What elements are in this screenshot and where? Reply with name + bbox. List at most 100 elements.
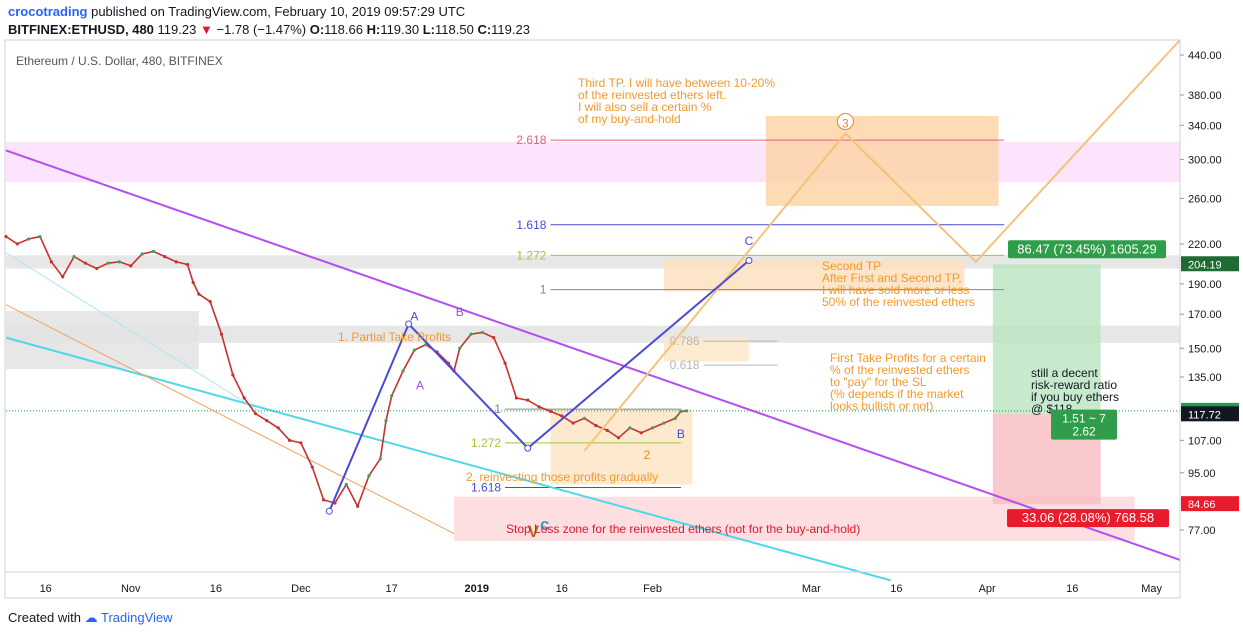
- price-point: [242, 396, 246, 400]
- annotation-text: of the reinvested ethers left.: [578, 88, 726, 102]
- price-point: [106, 261, 110, 265]
- bullish-projection-path: [583, 39, 1181, 452]
- x-tick-label: 16: [890, 583, 902, 595]
- annotation-text: I will also sell a certain %: [578, 100, 712, 114]
- price-point: [560, 414, 564, 418]
- abc-point: [524, 444, 532, 452]
- fib-level-label: 1.618: [516, 218, 546, 232]
- price-point: [344, 482, 348, 487]
- price-point: [129, 264, 133, 268]
- chart-title: Ethereum / U.S. Dollar, 480, BITFINEX: [16, 54, 223, 68]
- x-tick-label: Mar: [802, 583, 821, 595]
- open-label: O:: [309, 22, 325, 37]
- position-ratio-line1: 1.51 ~ 7: [1062, 412, 1106, 426]
- price-point: [253, 412, 258, 416]
- annotation-text: After First and Second TP,: [822, 271, 962, 285]
- fib-level-label: 1: [494, 402, 501, 416]
- axis-price-label: 84.66: [1188, 499, 1216, 511]
- price-point: [679, 409, 683, 413]
- annotation-text: 2. reinvesting those profits gradually: [466, 470, 658, 484]
- zone-TP2-box: [663, 259, 965, 292]
- wave-label: c: [540, 515, 549, 534]
- close-label: C:: [477, 22, 492, 37]
- axis-price-badge: [1181, 406, 1239, 422]
- price-point: [117, 260, 122, 264]
- y-axis: 77.00 95.00 107.00 135.00 150.00 170.00 190.00…: [1180, 50, 1239, 537]
- wave-label: B: [456, 305, 464, 319]
- y-tick-label: 260.00: [1188, 193, 1222, 205]
- price-point: [639, 431, 643, 435]
- price-point: [265, 419, 269, 423]
- price-point: [208, 300, 212, 304]
- price-point: [412, 348, 416, 352]
- annotation-text: still a decent: [1031, 366, 1098, 380]
- annotation-text: risk-reward ratio: [1031, 378, 1117, 392]
- abc-point: [325, 507, 333, 515]
- abc-point: [405, 320, 413, 328]
- fib-level-label: 1.618: [471, 480, 501, 494]
- price-point: [322, 498, 326, 502]
- price-point: [61, 275, 65, 279]
- x-tick-label: Apr: [979, 583, 996, 595]
- open-value: 118.66: [324, 22, 363, 37]
- price-point: [299, 441, 303, 445]
- x-tick-label: Dec: [291, 583, 311, 595]
- low-value: 118.50: [435, 22, 474, 37]
- price-point: [83, 261, 88, 265]
- position-ratio-badge: [1051, 409, 1117, 440]
- wave-label: 2: [644, 448, 651, 462]
- projection-layer: A B A B C 2 3 V c: [325, 39, 1181, 541]
- created-with-text: Created with: [8, 610, 81, 625]
- trendline-thin-cyan: [5, 252, 268, 417]
- price-point: [367, 474, 371, 478]
- axis-price-label: 204.19: [1188, 259, 1222, 271]
- abc-point: [745, 257, 753, 265]
- wave-label: 3: [842, 117, 849, 131]
- wave-label: A: [416, 378, 424, 392]
- wave-3-marker: [836, 112, 854, 130]
- price-point: [287, 438, 292, 442]
- position-stop-label: 33.06 (28.08%) 768.58: [1022, 510, 1154, 525]
- x-tick-label: Feb: [643, 583, 662, 595]
- annotation-text: Stop Loss zone for the reinvested ethers…: [506, 522, 860, 536]
- y-tick-label: 190.00: [1188, 279, 1222, 291]
- annotation-layer: Third TP. I will have between 10-20%of t…: [338, 76, 1169, 536]
- price-point: [458, 346, 462, 350]
- price-point: [174, 260, 178, 264]
- zone-pink-resistance: [6, 141, 1180, 183]
- fib-level-label: 1.272: [471, 436, 501, 450]
- y-tick-label: 150.00: [1188, 343, 1222, 355]
- price-point: [356, 504, 360, 508]
- published-text: published on TradingView.com, February 1…: [91, 4, 466, 19]
- x-tick-label: 16: [40, 583, 52, 595]
- x-tick-label: May: [1141, 583, 1162, 595]
- x-tick-label: Nov: [121, 583, 141, 595]
- fib-level-label: 0.618: [670, 358, 700, 372]
- price-point: [72, 255, 76, 259]
- annotation-text: (% depends if the market: [830, 387, 964, 401]
- author-link[interactable]: crocotrading: [8, 4, 88, 19]
- trendline-cyan-support: [5, 336, 892, 582]
- abc-projection-path: [328, 259, 750, 512]
- price-point: [191, 280, 195, 285]
- position-stop-badge: [1007, 509, 1169, 528]
- price-point: [628, 426, 632, 430]
- price-point: [27, 237, 31, 241]
- price-point: [15, 242, 19, 246]
- tradingview-brand[interactable]: TradingView: [101, 610, 173, 625]
- close-value: 119.23: [491, 22, 530, 37]
- annotation-text: Third TP. I will have between 10-20%: [578, 76, 775, 90]
- price-point: [605, 428, 609, 432]
- price-point: [163, 255, 167, 259]
- annotation-text: 50% of the reinvested ethers: [822, 295, 975, 309]
- price-point: [4, 235, 8, 239]
- fib-level-label: 2.618: [516, 133, 546, 147]
- price-point: [582, 416, 587, 420]
- y-tick-label: 380.00: [1188, 90, 1222, 102]
- y-tick-label: 135.00: [1188, 372, 1222, 384]
- annotation-text: First Take Profits for a certain: [830, 351, 986, 365]
- price-point: [151, 249, 156, 254]
- trendline-orange-channel: [5, 304, 455, 535]
